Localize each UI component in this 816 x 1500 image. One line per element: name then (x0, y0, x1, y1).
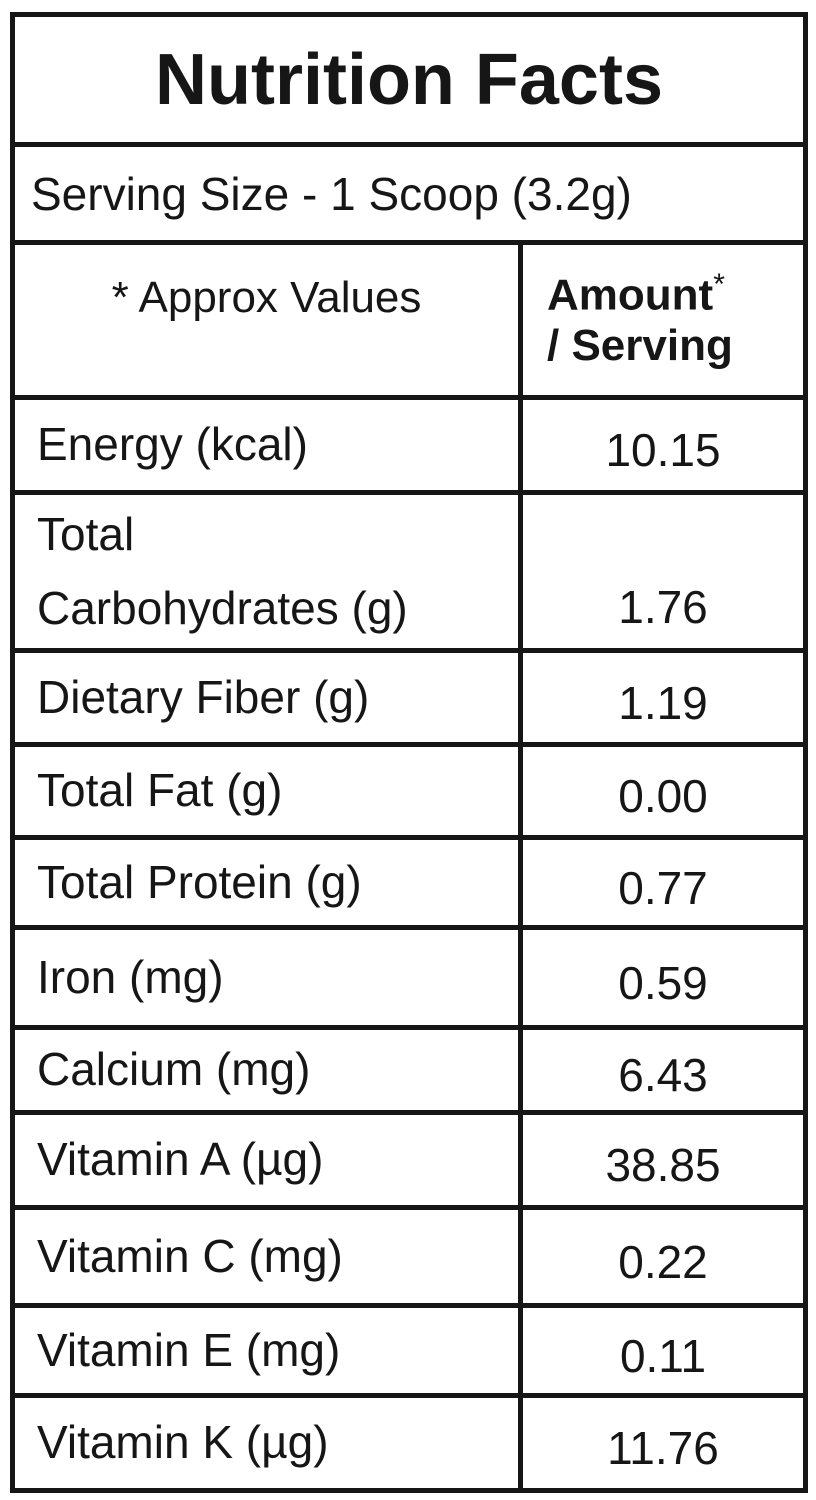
nutrient-name: Vitamin E (mg) (37, 1323, 341, 1376)
title: Nutrition Facts (10, 12, 808, 147)
nutrient-name: Vitamin A (µg) (37, 1133, 324, 1186)
nutrient-name: Vitamin C (mg) (37, 1229, 343, 1282)
nutrient-cell: Vitamin E (mg) (10, 1303, 523, 1398)
nutrient-cell: Total Fat (g) (10, 742, 523, 840)
amount-value: 0.77 (518, 835, 808, 930)
nutrient-cell: Energy (kcal) (10, 395, 523, 495)
nutrient-cell: Iron (mg) (10, 925, 523, 1030)
nutrient-name: Energy (kcal) (37, 418, 308, 471)
amount-value: 1.19 (518, 648, 808, 747)
amount-label: Amount (547, 270, 714, 320)
nutrient-name: Total Protein (g) (37, 855, 362, 908)
column-header: * Approx Values (10, 240, 523, 400)
amount-value: 0.11 (518, 1303, 808, 1398)
nutrient-cell: Vitamin K (µg) (10, 1393, 523, 1493)
nutrient-cell: Total Carbohydrates (g) (10, 490, 523, 653)
nutrient-cell: Vitamin A (µg) (10, 1110, 523, 1210)
nutrient-name: Iron (mg) (37, 950, 224, 1003)
nutrient-cell: Total Protein (g) (10, 835, 523, 930)
column-header: Amount* / Serving (518, 240, 808, 400)
nutrient-name: Vitamin K (µg) (37, 1416, 329, 1469)
nutrient-cell: Vitamin C (mg) (10, 1205, 523, 1308)
serving-size: Serving Size - 1 Scoop (3.2g) (10, 142, 808, 245)
header-line: Amount* (547, 268, 725, 321)
amount-value: 11.76 (518, 1393, 808, 1493)
amount-value: 1.76 (518, 490, 808, 653)
amount-mark: * (713, 268, 725, 302)
amount-value: 0.22 (518, 1205, 808, 1308)
nutrient-name: Total Carbohydrates (g) (37, 507, 408, 634)
per-label: / Serving (547, 321, 733, 371)
amount-value: 38.85 (518, 1110, 808, 1210)
nutrient-cell: Dietary Fiber (g) (10, 648, 523, 747)
nutrient-name: Calcium (mg) (37, 1043, 311, 1096)
amount-value: 0.00 (518, 742, 808, 840)
amount-value: 6.43 (518, 1025, 808, 1115)
nutrient-cell: Calcium (mg) (10, 1025, 523, 1115)
amount-value: 10.15 (518, 395, 808, 495)
nutrient-name: Total Fat (g) (37, 764, 283, 817)
amount-value: 0.59 (518, 925, 808, 1030)
nutrient-name: Dietary Fiber (g) (37, 670, 370, 723)
